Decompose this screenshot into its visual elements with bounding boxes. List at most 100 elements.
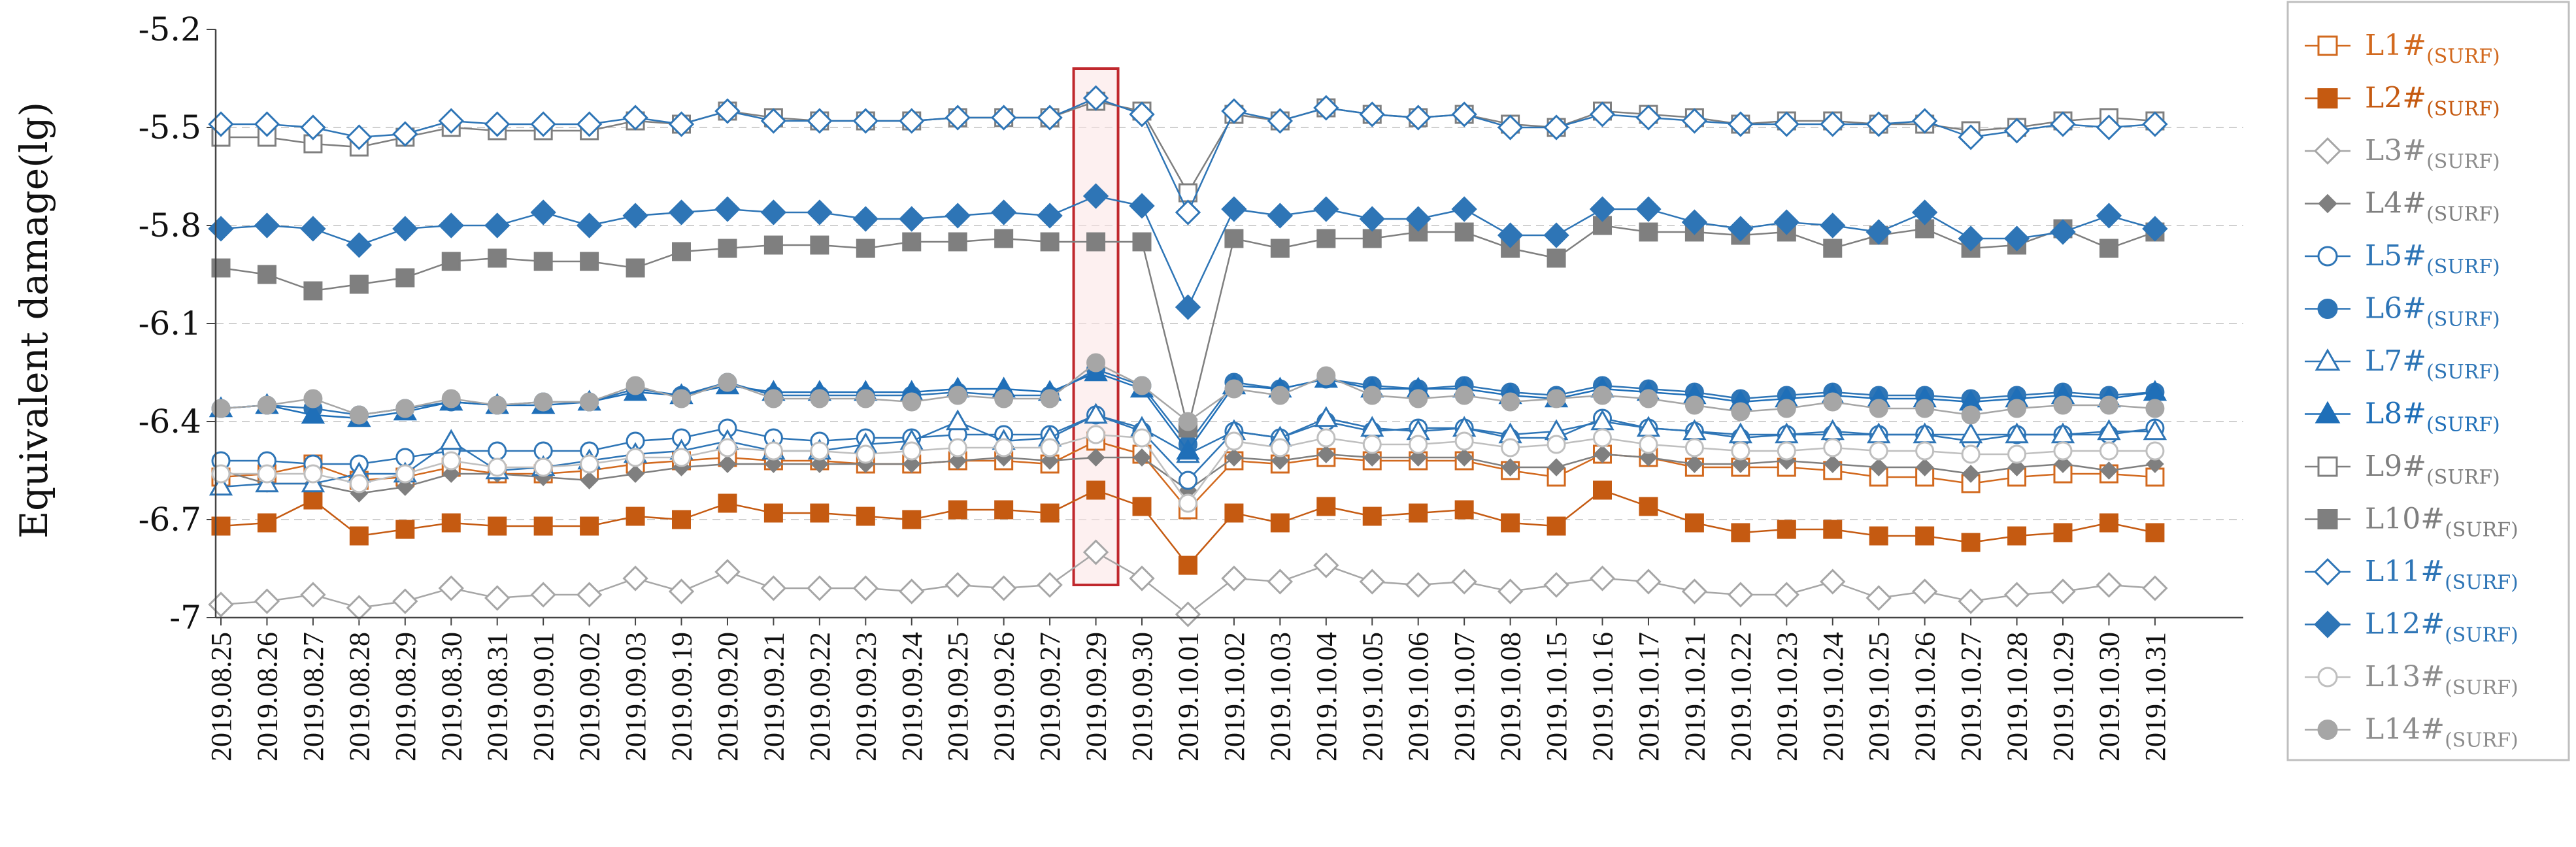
data-point — [1037, 105, 1063, 131]
data-point — [1958, 422, 1983, 444]
data-point — [2003, 118, 2030, 144]
legend-label: L4#(SURF) — [2365, 187, 2500, 226]
x-tick-label: 2019.09.01 — [527, 632, 560, 761]
data-point — [580, 454, 599, 474]
data-point — [1497, 222, 1524, 248]
data-point — [1958, 225, 1984, 252]
data-point — [530, 582, 556, 608]
data-point — [1176, 439, 1200, 460]
data-point — [1823, 455, 1842, 473]
x-tick-label: 2019.10.28 — [2001, 632, 2033, 761]
data-point — [1865, 111, 1892, 137]
data-point — [856, 389, 875, 408]
legend-label: L3#(SURF) — [2365, 134, 2500, 173]
legend-marker — [2315, 401, 2341, 424]
x-tick-label: 2019.09.20 — [712, 632, 744, 761]
data-point — [2096, 203, 2122, 229]
data-point — [2142, 216, 2168, 242]
data-point — [1040, 232, 1060, 252]
data-point — [2053, 441, 2073, 461]
data-point — [899, 578, 925, 605]
data-point — [763, 389, 783, 408]
data-point — [760, 108, 787, 134]
x-tick-label: 2019.09.02 — [574, 632, 606, 761]
series-L10 — [211, 216, 2165, 438]
x-tick-label: 2019.08.27 — [297, 632, 329, 761]
legend-marker — [2318, 193, 2337, 214]
data-point — [1221, 196, 1247, 222]
data-point — [392, 588, 418, 614]
data-point — [1777, 399, 1796, 418]
data-point — [254, 212, 280, 239]
data-point — [1911, 108, 1938, 134]
data-point — [488, 395, 507, 415]
data-point — [856, 444, 875, 464]
data-point — [1132, 497, 1152, 516]
data-point — [441, 451, 461, 471]
legend-label: L6#(SURF) — [2365, 292, 2500, 331]
legend-label: L5#(SURF) — [2365, 239, 2500, 278]
x-tick-label: 2019.10.16 — [1587, 632, 1619, 761]
legend-label: L12#(SURF) — [2365, 608, 2518, 647]
data-point — [392, 121, 418, 147]
data-point — [395, 464, 415, 484]
data-point — [300, 216, 326, 242]
data-point — [1497, 114, 1524, 141]
x-tick-label: 2019.08.30 — [435, 632, 467, 761]
data-point — [576, 212, 603, 239]
legend-marker — [2317, 88, 2338, 108]
data-point — [1685, 455, 1704, 473]
legend-item: L7#(SURF) — [2305, 344, 2500, 384]
x-tick-label: 2019.08.25 — [205, 632, 237, 761]
x-tick-label: 2019.10.29 — [2047, 632, 2079, 761]
data-point — [303, 464, 323, 484]
data-point — [810, 389, 829, 408]
data-point — [1593, 428, 1612, 448]
data-point — [1777, 441, 1796, 461]
data-point — [668, 199, 695, 225]
data-point — [1359, 206, 1385, 232]
x-tick-label: 2019.09.25 — [942, 632, 974, 761]
highlight-box — [1072, 67, 1120, 586]
data-point — [1823, 520, 1843, 539]
data-point — [1547, 389, 1566, 408]
data-point — [902, 510, 922, 529]
legend-label: L13#(SURF) — [2365, 660, 2518, 699]
data-point — [395, 520, 415, 539]
data-point — [1639, 222, 1658, 242]
x-tick-label: 2019.09.19 — [666, 632, 698, 761]
data-point — [1221, 565, 1247, 591]
series-L3 — [208, 539, 2168, 627]
data-point — [2099, 239, 2118, 258]
x-tick-label: 2019.10.02 — [1218, 632, 1250, 761]
data-point — [1728, 111, 1754, 137]
data-point — [580, 392, 599, 412]
data-point — [763, 503, 783, 523]
data-point — [1589, 196, 1616, 222]
data-point — [1175, 199, 1201, 225]
legend-item: L13#(SURF) — [2305, 660, 2518, 699]
data-point — [626, 465, 644, 483]
data-point — [672, 448, 691, 467]
data-point — [1409, 448, 1428, 467]
data-point — [576, 582, 603, 608]
data-point — [1547, 435, 1566, 454]
data-point — [1501, 392, 1520, 412]
data-point — [1915, 458, 1934, 476]
data-point — [1497, 578, 1524, 605]
data-point — [2096, 572, 2122, 598]
data-point — [2007, 458, 2026, 476]
x-tick-label: 2019.10.22 — [1725, 632, 1757, 761]
data-point — [2096, 114, 2122, 141]
data-point — [533, 457, 553, 477]
legend-marker — [2317, 456, 2338, 477]
data-point — [1451, 196, 1477, 222]
data-point — [948, 452, 967, 470]
x-tick-label: 2019.08.26 — [251, 632, 283, 761]
data-point — [300, 114, 326, 141]
data-point — [441, 252, 461, 271]
data-point — [945, 203, 971, 229]
data-point — [576, 111, 603, 137]
data-point — [1639, 389, 1658, 408]
data-point — [1961, 533, 1981, 552]
